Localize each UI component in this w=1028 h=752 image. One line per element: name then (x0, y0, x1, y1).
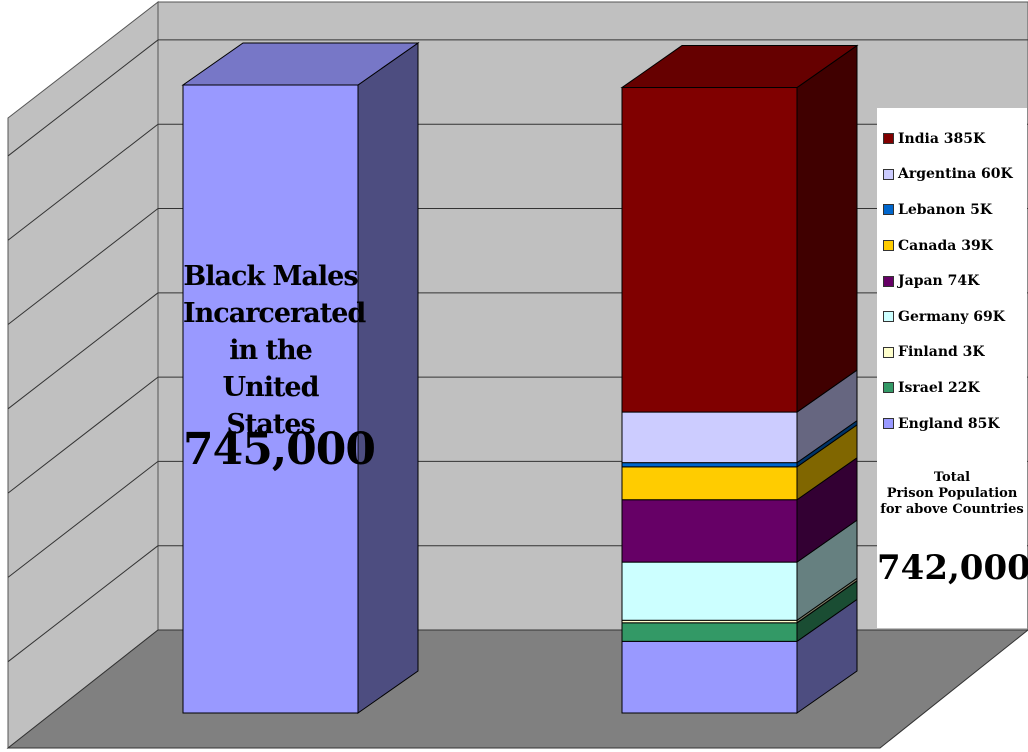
gridline (7, 123, 159, 241)
left-bar-front (182, 84, 359, 714)
legend-label: India 385K (898, 130, 986, 147)
stack-segment-front (621, 499, 798, 563)
gridline (7, 292, 159, 410)
total-label-line: Prison Population (886, 486, 1018, 501)
stack-segment-front (621, 561, 798, 621)
legend-label: England 85K (898, 415, 1000, 432)
legend-swatch (883, 418, 894, 430)
legend-label: Germany 69K (898, 308, 1005, 325)
legend-item: Finland 3K (883, 335, 1013, 371)
stack-segment-front (621, 411, 798, 464)
legend-swatch (883, 240, 894, 252)
legend-list: India 385K Argentina 60K Lebanon 5K Canada … (883, 121, 1013, 441)
legend-swatch (883, 133, 894, 145)
legend-label: Israel 22K (898, 379, 980, 396)
left-bar-label: Black Males Incarcerated in the United S… (183, 258, 366, 443)
left-bar-side (357, 42, 419, 714)
legend-item: India 385K (883, 121, 1013, 157)
legend-item: Israel 22K (883, 370, 1013, 406)
legend-swatch (883, 382, 894, 394)
left-bar-label-line: in the (229, 335, 313, 366)
left-bar-label-line: United States (222, 372, 320, 440)
stack-segment-side (796, 44, 858, 414)
legend-swatch (883, 168, 894, 180)
legend-label: Finland 3K (898, 344, 985, 361)
gridline (7, 208, 159, 325)
stack-bar-top (620, 45, 859, 89)
legend-label: Argentina 60K (898, 166, 1013, 183)
gridline (7, 39, 159, 157)
legend-swatch (883, 275, 894, 287)
stack-segment-front (621, 640, 798, 714)
stack-segment-front (621, 622, 798, 642)
legend-item: Canada 39K (883, 228, 1013, 264)
legend-label: Japan 74K (898, 273, 980, 290)
stack-segment-front (621, 87, 798, 413)
gridline (7, 376, 159, 494)
legend-swatch (883, 204, 894, 216)
left-bar-value-label: 745,000 (183, 424, 376, 475)
total-label-line: for above Countries (880, 502, 1024, 517)
floor (6, 629, 1028, 749)
legend-item: Lebanon 5K (883, 192, 1013, 228)
side-wall (7, 0, 159, 750)
gridline (7, 461, 159, 578)
left-bar-label-line: Black Males (183, 261, 358, 292)
legend-label: Canada 39K (898, 237, 993, 254)
total-label-line: Total (933, 470, 971, 485)
total-value-label: 742,000 (877, 548, 1028, 588)
legend-label: Lebanon 5K (898, 201, 993, 218)
legend-swatch (883, 346, 894, 358)
left-bar-top (181, 42, 420, 86)
gridline (7, 545, 159, 663)
total-label: Total Prison Population for above Countr… (877, 470, 1027, 518)
legend-item: Germany 69K (883, 299, 1013, 335)
legend-item: England 85K (883, 406, 1013, 442)
stack-segment-front (621, 462, 798, 468)
legend-item: Japan 74K (883, 263, 1013, 299)
left-bar-label-line: Incarcerated (183, 298, 366, 329)
legend-swatch (883, 311, 894, 323)
stack-segment-front (621, 466, 798, 501)
legend: India 385K Argentina 60K Lebanon 5K Canada … (877, 108, 1028, 628)
legend-item: Argentina 60K (883, 157, 1013, 193)
